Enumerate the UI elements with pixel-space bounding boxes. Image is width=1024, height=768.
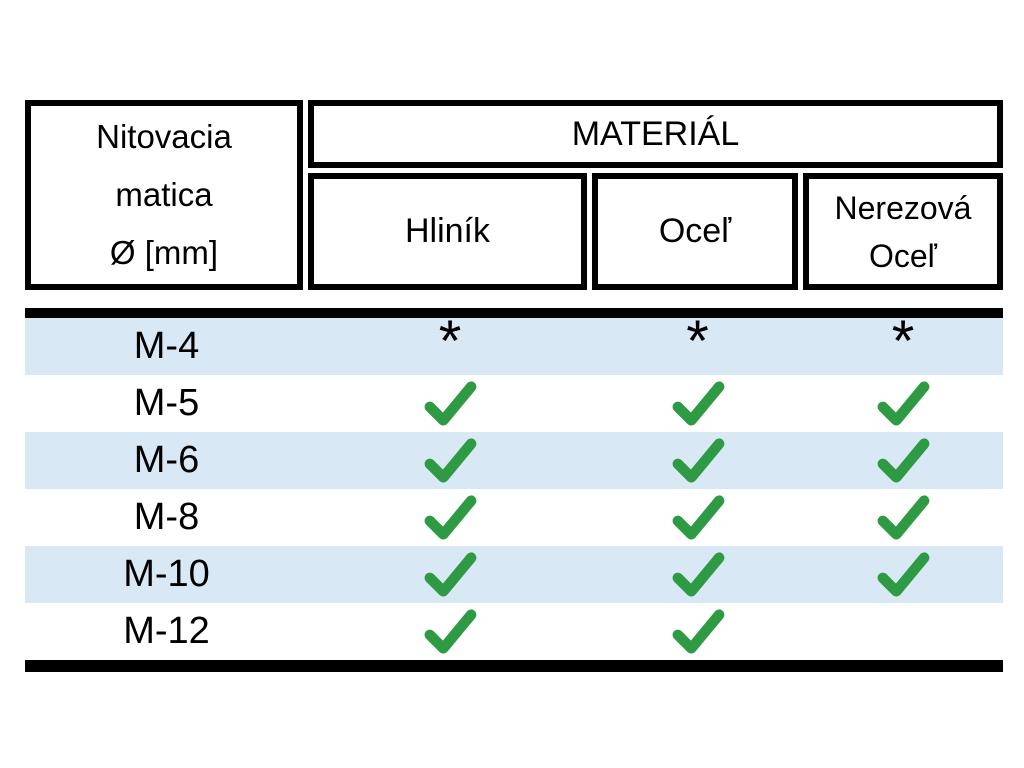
size-label: M-4	[133, 325, 200, 367]
table-body: M-4 * * * M-5 M-6 M-8 M-10 M-12	[25, 313, 1003, 660]
empty-cell	[803, 603, 1003, 660]
column-header-ocel: Oceľ	[592, 173, 798, 290]
asterisk-mark: *	[308, 313, 592, 375]
size-label: M-5	[133, 382, 200, 424]
asterisk-mark: *	[803, 313, 1003, 375]
check-icon	[592, 375, 803, 432]
corner-line-1: Nitovacia	[96, 118, 232, 156]
check-icon	[423, 608, 477, 656]
size-label: M-8	[133, 496, 200, 538]
check-icon	[423, 494, 477, 542]
column-header-row: Hliník Oceľ Nerezová Oceľ	[308, 173, 1003, 290]
material-header-group: MATERIÁL Hliník Oceľ Nerezová Oceľ	[308, 100, 1003, 290]
check-icon	[876, 380, 930, 428]
asterisk-glyph: *	[686, 309, 709, 374]
group-header-cell: MATERIÁL	[308, 100, 1003, 168]
check-icon	[308, 375, 592, 432]
check-icon	[671, 494, 725, 542]
check-icon	[592, 603, 803, 660]
corner-line-3: Ø [mm]	[109, 233, 219, 271]
size-label: M-12	[123, 610, 210, 652]
check-icon	[308, 432, 592, 489]
table-row: M-6	[25, 432, 1003, 489]
bottom-divider-line	[25, 660, 1003, 672]
size-label: M-6	[133, 439, 200, 481]
check-icon	[423, 551, 477, 599]
check-icon	[803, 546, 1003, 603]
table-row: M-8	[25, 489, 1003, 546]
check-icon	[671, 437, 725, 485]
column-header-hlinik: Hliník	[308, 173, 587, 290]
corner-header-cell: Nitovacia matica Ø [mm]	[25, 100, 303, 290]
check-icon	[423, 437, 477, 485]
check-icon	[308, 546, 592, 603]
asterisk-glyph: *	[891, 309, 915, 374]
check-icon	[308, 489, 592, 546]
top-divider-line	[25, 308, 1003, 318]
check-icon	[592, 489, 803, 546]
table-row: M-4 * * *	[25, 313, 1003, 375]
table-row: M-10	[25, 546, 1003, 603]
check-icon	[803, 432, 1003, 489]
check-icon	[592, 432, 803, 489]
check-icon	[592, 546, 803, 603]
corner-line-2: matica	[115, 176, 213, 214]
table-header: Nitovacia matica Ø [mm] MATERIÁL Hliník …	[25, 100, 1003, 290]
check-icon	[876, 551, 930, 599]
check-icon	[803, 375, 1003, 432]
size-label: M-10	[123, 553, 210, 595]
check-icon	[803, 489, 1003, 546]
check-icon	[308, 603, 592, 660]
table-row: M-5	[25, 375, 1003, 432]
check-icon	[671, 380, 725, 428]
check-icon	[876, 437, 930, 485]
asterisk-mark: *	[592, 313, 803, 375]
table-row: M-12	[25, 603, 1003, 660]
check-icon	[423, 380, 477, 428]
column-header-nerezova-ocel: Nerezová Oceľ	[803, 173, 1003, 290]
check-icon	[671, 608, 725, 656]
asterisk-glyph: *	[438, 309, 462, 374]
check-icon	[671, 551, 725, 599]
check-icon	[876, 494, 930, 542]
